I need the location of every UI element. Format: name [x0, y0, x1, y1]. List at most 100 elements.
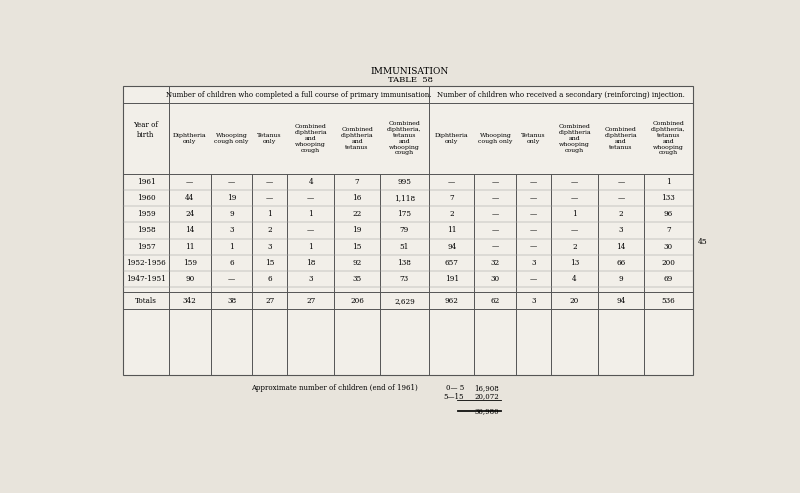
- Text: —: —: [530, 178, 538, 186]
- Text: 138: 138: [398, 259, 411, 267]
- Text: —: —: [186, 178, 194, 186]
- Bar: [123, 86, 693, 375]
- Text: 44: 44: [185, 194, 194, 202]
- Text: 2: 2: [267, 226, 272, 235]
- Text: 30: 30: [491, 275, 500, 283]
- Text: 90: 90: [185, 275, 194, 283]
- Text: —: —: [530, 243, 538, 250]
- Text: Combined
diphtheria
and
tetanus: Combined diphtheria and tetanus: [341, 127, 374, 150]
- Text: Approximate number of children (end of 1961): Approximate number of children (end of 1…: [251, 384, 418, 392]
- Text: Combined
diphtheria
and
whooping
cough: Combined diphtheria and whooping cough: [558, 124, 591, 152]
- Text: 133: 133: [662, 194, 675, 202]
- Text: —: —: [571, 194, 578, 202]
- Text: 18: 18: [306, 259, 315, 267]
- Text: 94: 94: [616, 297, 626, 305]
- Text: 1: 1: [666, 178, 670, 186]
- Text: —: —: [618, 178, 625, 186]
- Text: 536: 536: [662, 297, 675, 305]
- Text: 1952-1956: 1952-1956: [126, 259, 166, 267]
- Text: 14: 14: [616, 243, 626, 250]
- Text: Combined
diphtheria,
tetanus
and
whooping
cough: Combined diphtheria, tetanus and whoopin…: [387, 121, 422, 155]
- Text: Tetanus
only: Tetanus only: [522, 133, 546, 144]
- Text: 1: 1: [572, 211, 577, 218]
- Text: 1: 1: [308, 211, 313, 218]
- Text: —: —: [530, 275, 538, 283]
- Text: 1: 1: [267, 211, 272, 218]
- Text: 38: 38: [227, 297, 236, 305]
- Text: 16,908: 16,908: [474, 384, 499, 392]
- Text: Diphtheria
only: Diphtheria only: [435, 133, 469, 144]
- Text: 11: 11: [447, 226, 457, 235]
- Text: 9: 9: [618, 275, 623, 283]
- Text: 3: 3: [531, 259, 536, 267]
- Text: TABLE  58: TABLE 58: [387, 76, 433, 84]
- Text: 0— 5: 0— 5: [446, 384, 464, 392]
- Text: Combined
diphtheria
and
whooping
cough: Combined diphtheria and whooping cough: [294, 124, 327, 152]
- Text: Year of
birth: Year of birth: [134, 121, 158, 139]
- Text: 1957: 1957: [137, 243, 155, 250]
- Text: 3: 3: [531, 297, 536, 305]
- Text: Combined
diphtheria
and
tetanus: Combined diphtheria and tetanus: [605, 127, 638, 150]
- Text: 1961: 1961: [137, 178, 155, 186]
- Text: —: —: [228, 275, 235, 283]
- Text: 35: 35: [353, 275, 362, 283]
- Text: Number of children who completed a full course of primary immunisation.: Number of children who completed a full …: [166, 91, 432, 99]
- Text: —: —: [448, 178, 455, 186]
- Text: 27: 27: [265, 297, 274, 305]
- Text: 66: 66: [616, 259, 626, 267]
- Text: Tetanus
only: Tetanus only: [258, 133, 282, 144]
- Text: IMMUNISATION: IMMUNISATION: [371, 67, 449, 76]
- Text: —: —: [492, 211, 499, 218]
- Text: —: —: [228, 178, 235, 186]
- Text: 1: 1: [229, 243, 234, 250]
- Text: 995: 995: [398, 178, 411, 186]
- Text: 3: 3: [309, 275, 313, 283]
- Text: 7: 7: [450, 194, 454, 202]
- Text: 1947-1951: 1947-1951: [126, 275, 166, 283]
- Text: 2: 2: [450, 211, 454, 218]
- Text: 191: 191: [445, 275, 459, 283]
- Text: Number of children who received a secondary (reinforcing) injection.: Number of children who received a second…: [437, 91, 685, 99]
- Text: Totals: Totals: [135, 297, 157, 305]
- Text: 36,980: 36,980: [474, 407, 499, 415]
- Text: —: —: [530, 211, 538, 218]
- Text: 20,072: 20,072: [474, 392, 499, 401]
- Text: 45: 45: [698, 238, 708, 246]
- Text: 4: 4: [308, 178, 313, 186]
- Text: 16: 16: [353, 194, 362, 202]
- Text: 1959: 1959: [137, 211, 155, 218]
- Text: 19: 19: [227, 194, 236, 202]
- Text: 342: 342: [183, 297, 197, 305]
- Text: Combined
diphtheria,
tetanus
and
whooping
cough: Combined diphtheria, tetanus and whoopin…: [651, 121, 686, 155]
- Text: —: —: [618, 194, 625, 202]
- Text: 657: 657: [445, 259, 458, 267]
- Text: 962: 962: [445, 297, 458, 305]
- Text: 159: 159: [182, 259, 197, 267]
- Text: 3: 3: [618, 226, 623, 235]
- Text: 92: 92: [353, 259, 362, 267]
- Text: 1: 1: [308, 243, 313, 250]
- Text: —: —: [266, 194, 274, 202]
- Text: 1,118: 1,118: [394, 194, 415, 202]
- Text: 30: 30: [664, 243, 673, 250]
- Text: 32: 32: [491, 259, 500, 267]
- Text: 9: 9: [230, 211, 234, 218]
- Text: 73: 73: [400, 275, 409, 283]
- Text: 4: 4: [572, 275, 577, 283]
- Text: 175: 175: [398, 211, 411, 218]
- Text: —: —: [492, 194, 499, 202]
- Text: Diphtheria
only: Diphtheria only: [173, 133, 206, 144]
- Text: —: —: [492, 226, 499, 235]
- Text: 2,629: 2,629: [394, 297, 414, 305]
- Text: 6: 6: [230, 259, 234, 267]
- Text: 94: 94: [447, 243, 456, 250]
- Text: 2: 2: [572, 243, 577, 250]
- Text: 14: 14: [185, 226, 194, 235]
- Text: 7: 7: [354, 178, 359, 186]
- Text: —: —: [307, 226, 314, 235]
- Text: 13: 13: [570, 259, 579, 267]
- Text: —: —: [492, 178, 499, 186]
- Text: 3: 3: [230, 226, 234, 235]
- Text: Whooping
cough only: Whooping cough only: [478, 133, 513, 144]
- Text: —: —: [530, 194, 538, 202]
